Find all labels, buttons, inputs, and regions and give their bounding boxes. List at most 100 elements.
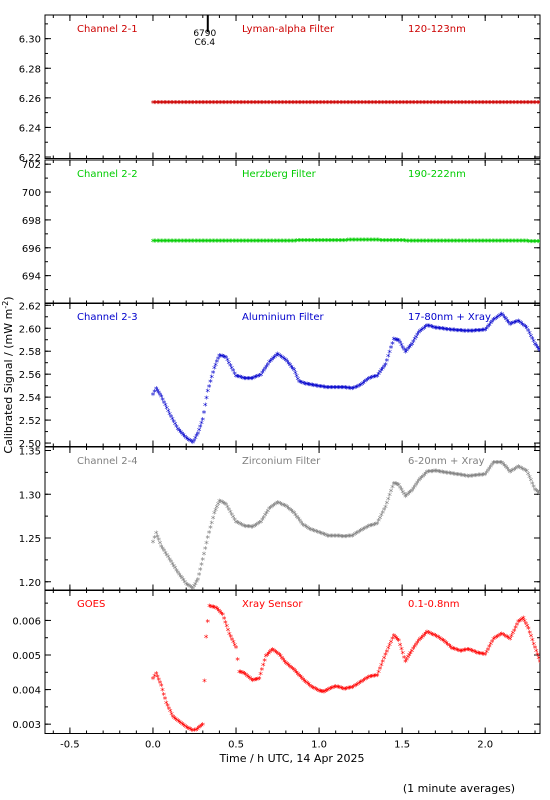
data-point: *: [451, 646, 456, 656]
data-point: *: [272, 238, 277, 248]
data-point: *: [194, 238, 199, 248]
data-point: *: [356, 529, 361, 539]
data-point: *: [383, 504, 388, 514]
data-point: *: [384, 237, 389, 247]
data-point: *: [224, 501, 229, 511]
data-point: *: [324, 384, 329, 394]
data-point: *: [324, 532, 329, 542]
data-point: *: [282, 238, 287, 248]
footnote: (1 minute averages): [403, 782, 515, 795]
data-point: *: [410, 487, 415, 497]
data-point: *: [491, 317, 496, 327]
data-point: *: [237, 238, 242, 248]
data-point: *: [468, 647, 473, 657]
data-point: *: [536, 238, 541, 248]
x-axis: -0.5 0.0 0.5 1.0 1.5 2.0: [60, 740, 493, 751]
data-point: *: [378, 665, 383, 675]
data-point: *: [264, 510, 269, 520]
data-point: *: [500, 311, 505, 321]
data-point: *: [413, 336, 418, 346]
data-point: *: [389, 345, 394, 355]
data-point: *: [414, 100, 419, 110]
data-point: *: [419, 238, 424, 248]
data-point: *: [446, 100, 451, 110]
data-point: *: [448, 327, 453, 337]
panel-4: 1.20 1.25 1.30 1.35 Channel 2-4 Zirconium Fil…: [19, 446, 541, 591]
data-point: *: [361, 677, 366, 687]
data-point: *: [459, 328, 464, 338]
data-point: *: [401, 489, 406, 499]
data-point: *: [171, 418, 176, 428]
data-point: *: [300, 675, 305, 685]
data-point: *: [329, 685, 334, 695]
data-point: *: [306, 381, 311, 391]
data-point: *: [491, 636, 496, 646]
data-point: *: [418, 328, 423, 338]
data-point: *: [538, 658, 543, 668]
data-point: *: [292, 238, 297, 248]
data-point: *: [175, 100, 180, 110]
data-point: *: [220, 353, 225, 363]
data-point: *: [306, 100, 311, 110]
data-point: *: [473, 238, 478, 248]
data-point: *: [289, 364, 294, 374]
data-point: *: [265, 652, 270, 662]
data-point: *: [466, 473, 471, 483]
data-point: *: [467, 238, 472, 248]
data-point: *: [387, 100, 392, 110]
data-point: *: [508, 636, 513, 646]
data-point: *: [181, 577, 186, 587]
data-point: *: [519, 320, 524, 330]
data-point: *: [306, 681, 311, 691]
data-point: *: [473, 100, 478, 110]
data-point: *: [335, 384, 340, 394]
data-point: *: [470, 238, 475, 248]
data-point: *: [300, 380, 305, 390]
data-point: *: [525, 238, 530, 248]
data-point: *: [201, 556, 206, 566]
data-point: *: [210, 520, 215, 530]
data-point: *: [180, 238, 185, 248]
data-point: *: [483, 652, 488, 662]
panel-1: 6.22 6.24 6.26 6.28 6.30 Channel 2-1 Lyman-alp…: [19, 14, 541, 164]
data-point: *: [517, 238, 522, 248]
data-point: *: [191, 440, 196, 450]
series-3: ****************************************…: [151, 311, 540, 450]
data-point: *: [407, 238, 412, 248]
data-point: *: [166, 100, 171, 110]
data-point: *: [389, 237, 394, 247]
data-point: *: [412, 644, 417, 654]
data-point: *: [398, 642, 403, 652]
data-point: *: [332, 100, 337, 110]
data-point: *: [503, 238, 508, 248]
data-point: *: [355, 237, 360, 247]
data-point: *: [463, 238, 468, 248]
data-point: *: [525, 623, 530, 633]
data-point: *: [195, 726, 200, 736]
data-point: *: [179, 238, 184, 248]
data-point: *: [432, 324, 437, 334]
data-point: *: [367, 237, 372, 247]
data-point: *: [429, 468, 434, 478]
data-point: *: [238, 521, 243, 531]
data-point: *: [425, 629, 430, 639]
data-point: *: [459, 238, 464, 248]
data-point: *: [178, 573, 183, 583]
data-point: *: [351, 237, 356, 247]
data-point: *: [211, 515, 216, 525]
data-point: *: [443, 326, 448, 336]
data-point: *: [516, 318, 521, 328]
data-point: *: [517, 618, 522, 628]
data-point: *: [423, 470, 428, 480]
data-point: *: [487, 644, 492, 654]
data-point: *: [484, 649, 489, 659]
data-point: *: [415, 238, 420, 248]
data-point: *: [305, 381, 310, 391]
data-point: *: [269, 238, 274, 248]
data-point: *: [443, 639, 448, 649]
data-point: *: [254, 238, 259, 248]
data-point: *: [365, 100, 370, 110]
data-point: *: [526, 626, 531, 636]
data-point: *: [257, 520, 262, 530]
data-point: *: [313, 100, 318, 110]
